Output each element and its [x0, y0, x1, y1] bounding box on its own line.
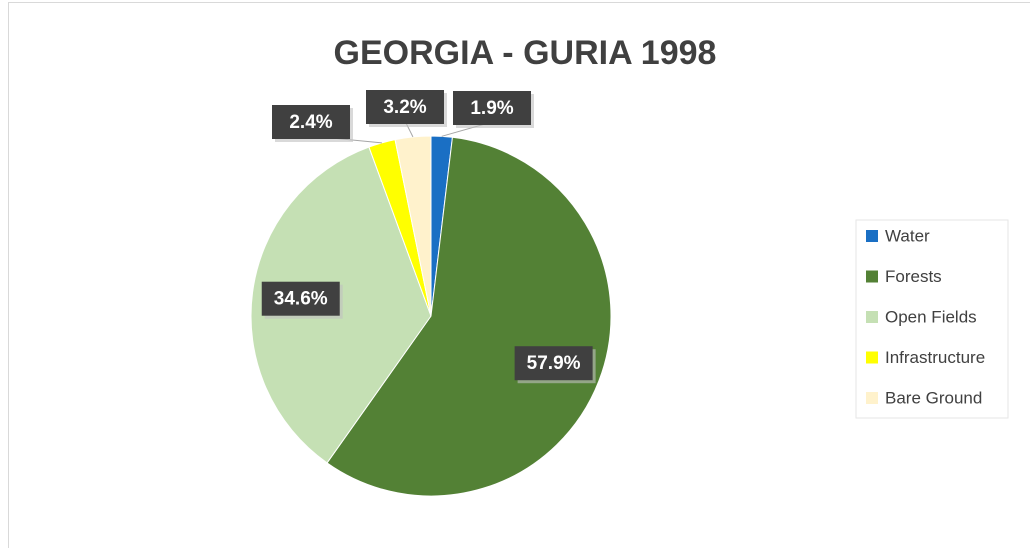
legend-swatch — [866, 270, 878, 283]
legend-swatch — [866, 311, 878, 323]
legend-label: Open Fields — [885, 307, 977, 326]
legend-label: Infrastructure — [885, 348, 985, 367]
data-label: 57.9% — [527, 353, 581, 374]
legend-label: Water — [885, 226, 930, 245]
legend-label: Bare Ground — [885, 388, 982, 407]
legend-swatch — [866, 230, 878, 242]
data-label: 34.6% — [274, 289, 328, 310]
legend-box — [855, 219, 1009, 419]
data-label: 2.4% — [289, 112, 332, 133]
data-label: 3.2% — [383, 97, 426, 118]
legend-label: Forests — [885, 267, 942, 286]
chart-title: GEORGIA - GURIA 1998 — [334, 34, 717, 72]
data-label-box — [272, 105, 350, 139]
pie-slice — [326, 136, 612, 497]
data-label-box — [366, 90, 444, 124]
legend-swatch — [866, 351, 878, 364]
data-label: 1.9% — [470, 98, 513, 119]
data-label-box — [453, 91, 531, 125]
data-label-box — [514, 346, 593, 381]
legend-swatch — [866, 392, 878, 404]
data-label-box — [261, 281, 340, 316]
